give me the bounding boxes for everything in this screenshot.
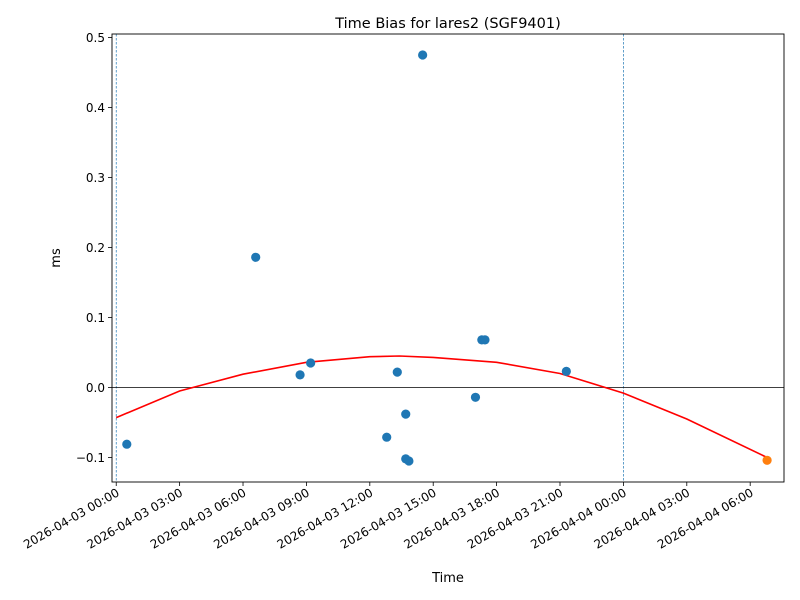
x-axis-label: Time: [431, 571, 464, 586]
data-point: [306, 358, 316, 368]
y-tick-label: −0.1: [76, 451, 105, 465]
y-axis-label: ms: [49, 248, 64, 268]
data-point: [480, 335, 490, 345]
y-axis: −0.1 0.0 0.1 0.2 0.3 0.4 0.5: [76, 31, 112, 465]
y-tick-label: 0.5: [86, 31, 105, 45]
data-point: [401, 409, 411, 419]
data-point: [295, 370, 305, 380]
y-tick-label: 0.4: [86, 101, 105, 115]
data-point: [392, 367, 402, 377]
y-tick-label: 0.3: [86, 171, 105, 185]
data-point: [418, 50, 428, 60]
data-point: [561, 366, 571, 376]
plot-frame: [111, 33, 785, 483]
data-point: [470, 392, 481, 402]
data-point: [404, 456, 414, 466]
y-tick-label: 0.2: [86, 241, 105, 255]
y-tick-label: 0.1: [86, 311, 105, 325]
data-point: [122, 439, 132, 449]
data-point: [251, 252, 261, 262]
plot-area: [112, 34, 784, 482]
data-point: [382, 432, 392, 442]
fit-curve-line: [115, 355, 768, 459]
latest-data-point: [762, 455, 772, 465]
y-tick-label: 0.0: [86, 381, 105, 395]
chart-title: Time Bias for lares2 (SGF9401): [334, 16, 561, 32]
